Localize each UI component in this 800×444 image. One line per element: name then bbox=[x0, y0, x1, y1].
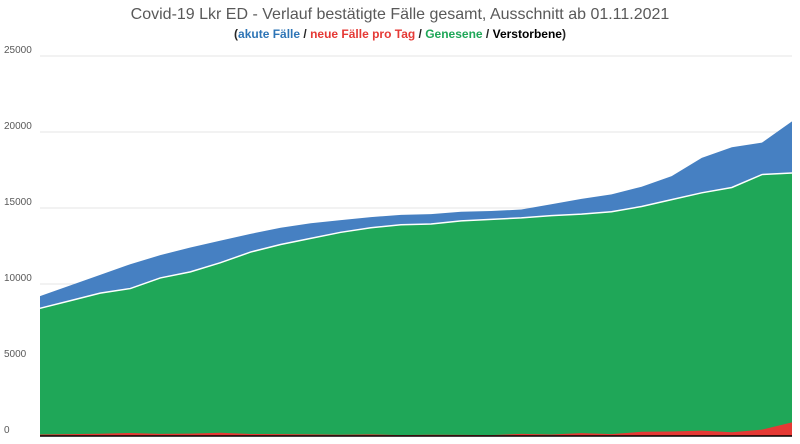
subtitle-open-paren: ( bbox=[234, 27, 239, 41]
y-tick-label: 5000 bbox=[4, 349, 27, 360]
boundary-line-genesene bbox=[39, 172, 793, 310]
legend-separator: / bbox=[415, 27, 426, 41]
chart-areas bbox=[39, 121, 793, 437]
y-tick-label: 20000 bbox=[4, 121, 32, 132]
legend-neue-faelle: neue Fälle pro Tag bbox=[310, 27, 416, 41]
y-tick-label: 10000 bbox=[4, 273, 32, 284]
legend-separator: / bbox=[482, 27, 493, 41]
y-tick-label: 15000 bbox=[4, 197, 32, 208]
legend-verstorbene: Verstorbene bbox=[492, 27, 562, 41]
chart-title: Covid-19 Lkr ED - Verlauf bestätigte Fäl… bbox=[130, 6, 670, 23]
area-genesene bbox=[40, 173, 792, 437]
y-tick-label: 0 bbox=[4, 425, 10, 436]
y-axis-ticks: 0 5000 10000 15000 20000 25000 bbox=[4, 45, 32, 436]
area-akute-faelle bbox=[40, 121, 792, 309]
legend-akute-faelle: akute Fälle bbox=[238, 27, 301, 41]
y-tick-label: 25000 bbox=[4, 45, 32, 56]
chart-subtitle: (akute Fälle / neue Fälle pro Tag / Gene… bbox=[0, 27, 800, 41]
area-neue-faelle-pro-tag bbox=[40, 422, 792, 436]
subtitle-close-paren: ) bbox=[561, 27, 566, 41]
legend-genesene: Genesene bbox=[425, 27, 483, 41]
legend-separator: / bbox=[300, 27, 311, 41]
